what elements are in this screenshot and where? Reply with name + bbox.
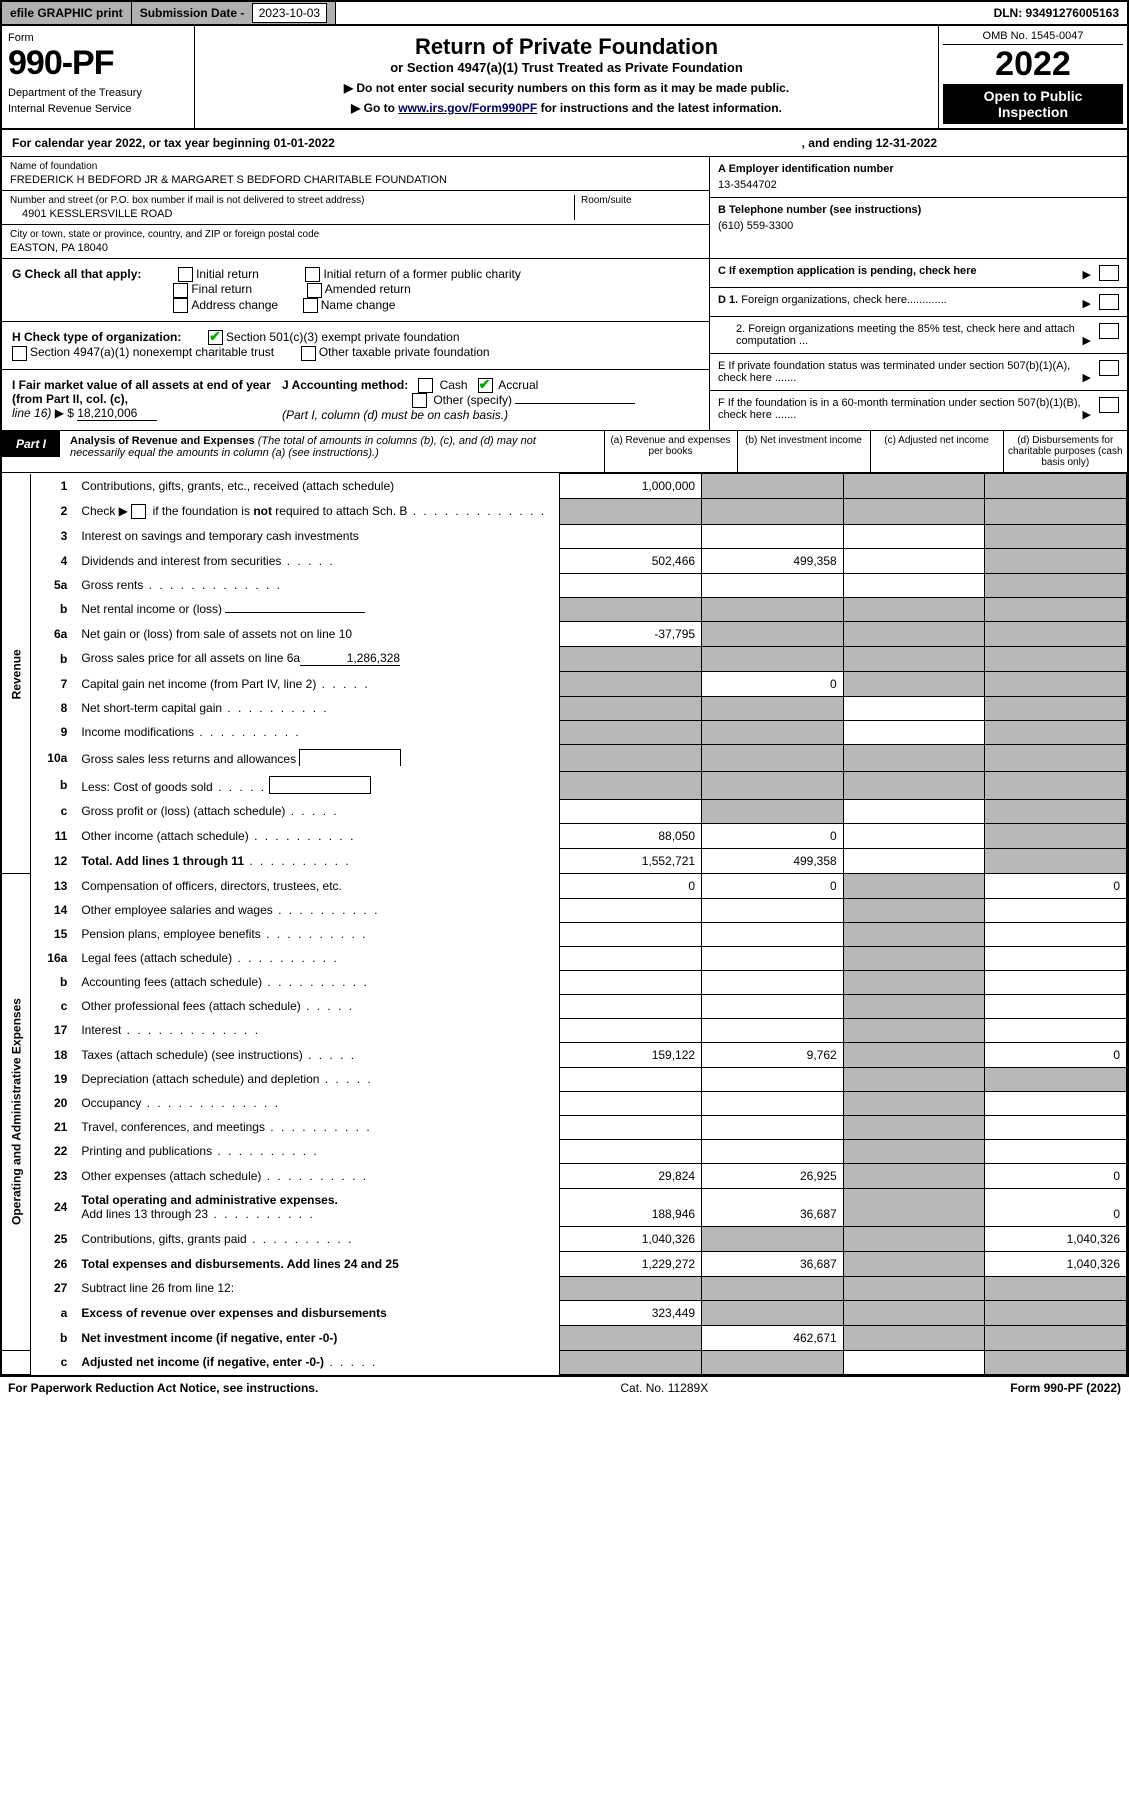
checkbox-address-change[interactable] [173, 298, 188, 313]
page-footer: For Paperwork Reduction Act Notice, see … [0, 1377, 1129, 1399]
checkbox-other-method[interactable] [412, 393, 427, 408]
f-check: F If the foundation is in a 60-month ter… [710, 391, 1127, 427]
i-j-row: I Fair market value of all assets at end… [2, 370, 709, 431]
table-row: 17Interest [2, 1018, 1127, 1042]
checkbox-cash[interactable] [418, 378, 433, 393]
table-row: 7Capital gain net income (from Part IV, … [2, 671, 1127, 696]
table-row: bAccounting fees (attach schedule) [2, 970, 1127, 994]
city-row: City or town, state or province, country… [2, 225, 709, 258]
table-row: 23Other expenses (attach schedule)29,824… [2, 1163, 1127, 1188]
table-row: aExcess of revenue over expenses and dis… [2, 1300, 1127, 1325]
header-right: OMB No. 1545-0047 2022 Open to Public In… [939, 26, 1127, 128]
d1-check: D 1. Foreign organizations, check here..… [710, 288, 1127, 317]
header-left: Form 990-PF Department of the Treasury I… [2, 26, 195, 128]
table-row: 19Depreciation (attach schedule) and dep… [2, 1067, 1127, 1091]
checkbox-accrual[interactable] [478, 378, 493, 393]
form-header: Form 990-PF Department of the Treasury I… [2, 26, 1127, 130]
col-d-header: (d) Disbursements for charitable purpose… [1003, 431, 1128, 472]
dln: DLN: 93491276005163 [986, 2, 1127, 24]
col-b-header: (b) Net investment income [737, 431, 870, 472]
d2-check: 2. Foreign organizations meeting the 85%… [710, 317, 1127, 354]
form-number: 990-PF [8, 44, 188, 83]
table-row: 11Other income (attach schedule)88,0500 [2, 823, 1127, 848]
table-row: bLess: Cost of goods sold [2, 771, 1127, 799]
top-bar: efile GRAPHIC print Submission Date - 20… [2, 2, 1127, 26]
table-row: 14Other employee salaries and wages [2, 898, 1127, 922]
table-row: cOther professional fees (attach schedul… [2, 994, 1127, 1018]
table-row: 24Total operating and administrative exp… [2, 1188, 1127, 1226]
efile-label: efile GRAPHIC print [2, 2, 132, 24]
g-check-row: G Check all that apply: Initial return I… [2, 259, 709, 322]
table-row: Operating and Administrative Expenses 13… [2, 873, 1127, 898]
table-row: 3Interest on savings and temporary cash … [2, 524, 1127, 548]
table-row: 16aLegal fees (attach schedule) [2, 946, 1127, 970]
checkbox-other-taxable[interactable] [301, 346, 316, 361]
col-a-header: (a) Revenue and expenses per books [604, 431, 737, 472]
foundation-name: Name of foundation FREDERICK H BEDFORD J… [2, 157, 709, 191]
table-row: 10aGross sales less returns and allowanc… [2, 744, 1127, 771]
table-row: 18Taxes (attach schedule) (see instructi… [2, 1042, 1127, 1067]
table-row: 9Income modifications [2, 720, 1127, 744]
submission-date: Submission Date - 2023-10-03 [132, 2, 336, 24]
form-container: efile GRAPHIC print Submission Date - 20… [0, 0, 1129, 1377]
table-row: 15Pension plans, employee benefits [2, 922, 1127, 946]
table-row: bNet rental income or (loss) [2, 597, 1127, 621]
phone-cell: B Telephone number (see instructions) (6… [710, 198, 1127, 238]
col-c-header: (c) Adjusted net income [870, 431, 1003, 472]
address-row: Number and street (or P.O. box number if… [2, 191, 709, 225]
table-row: cAdjusted net income (if negative, enter… [2, 1350, 1127, 1374]
c-check: C If exemption application is pending, c… [710, 259, 1127, 288]
table-row: 27Subtract line 26 from line 12: [2, 1276, 1127, 1300]
table-row: Revenue 1Contributions, gifts, grants, e… [2, 474, 1127, 499]
table-row: 25Contributions, gifts, grants paid1,040… [2, 1226, 1127, 1251]
table-row: 8Net short-term capital gain [2, 696, 1127, 720]
table-row: 12Total. Add lines 1 through 111,552,721… [2, 848, 1127, 873]
calendar-year-row: For calendar year 2022, or tax year begi… [2, 130, 1127, 157]
info-block: Name of foundation FREDERICK H BEDFORD J… [2, 157, 1127, 259]
table-row: 4Dividends and interest from securities5… [2, 548, 1127, 573]
checkbox-501c3[interactable] [208, 330, 223, 345]
table-row: 26Total expenses and disbursements. Add … [2, 1251, 1127, 1276]
tax-year: 2022 [943, 45, 1123, 84]
checkbox-initial-return[interactable] [178, 267, 193, 282]
table-row: bGross sales price for all assets on lin… [2, 646, 1127, 671]
e-check: E If private foundation status was termi… [710, 354, 1127, 391]
checkbox-amended[interactable] [307, 283, 322, 298]
table-row: 6aNet gain or (loss) from sale of assets… [2, 621, 1127, 646]
checkbox-4947[interactable] [12, 346, 27, 361]
table-row: 5aGross rents [2, 573, 1127, 597]
checkbox-initial-former[interactable] [305, 267, 320, 282]
checkbox-final-return[interactable] [173, 283, 188, 298]
table-row: bNet investment income (if negative, ent… [2, 1325, 1127, 1350]
table-row: 2Check ▶ if the foundation is not requir… [2, 499, 1127, 524]
main-table: Revenue 1Contributions, gifts, grants, e… [2, 473, 1127, 1374]
table-row: 21Travel, conferences, and meetings [2, 1115, 1127, 1139]
table-row: 20Occupancy [2, 1091, 1127, 1115]
table-row: cGross profit or (loss) (attach schedule… [2, 799, 1127, 823]
checkbox-name-change[interactable] [303, 298, 318, 313]
instructions-link[interactable]: www.irs.gov/Form990PF [398, 101, 537, 115]
table-row: 22Printing and publications [2, 1139, 1127, 1163]
part1-header: Part I Analysis of Revenue and Expenses … [2, 431, 1127, 473]
h-check-row: H Check type of organization: Section 50… [2, 322, 709, 370]
ein-cell: A Employer identification number 13-3544… [710, 157, 1127, 198]
header-center: Return of Private Foundation or Section … [195, 26, 939, 128]
